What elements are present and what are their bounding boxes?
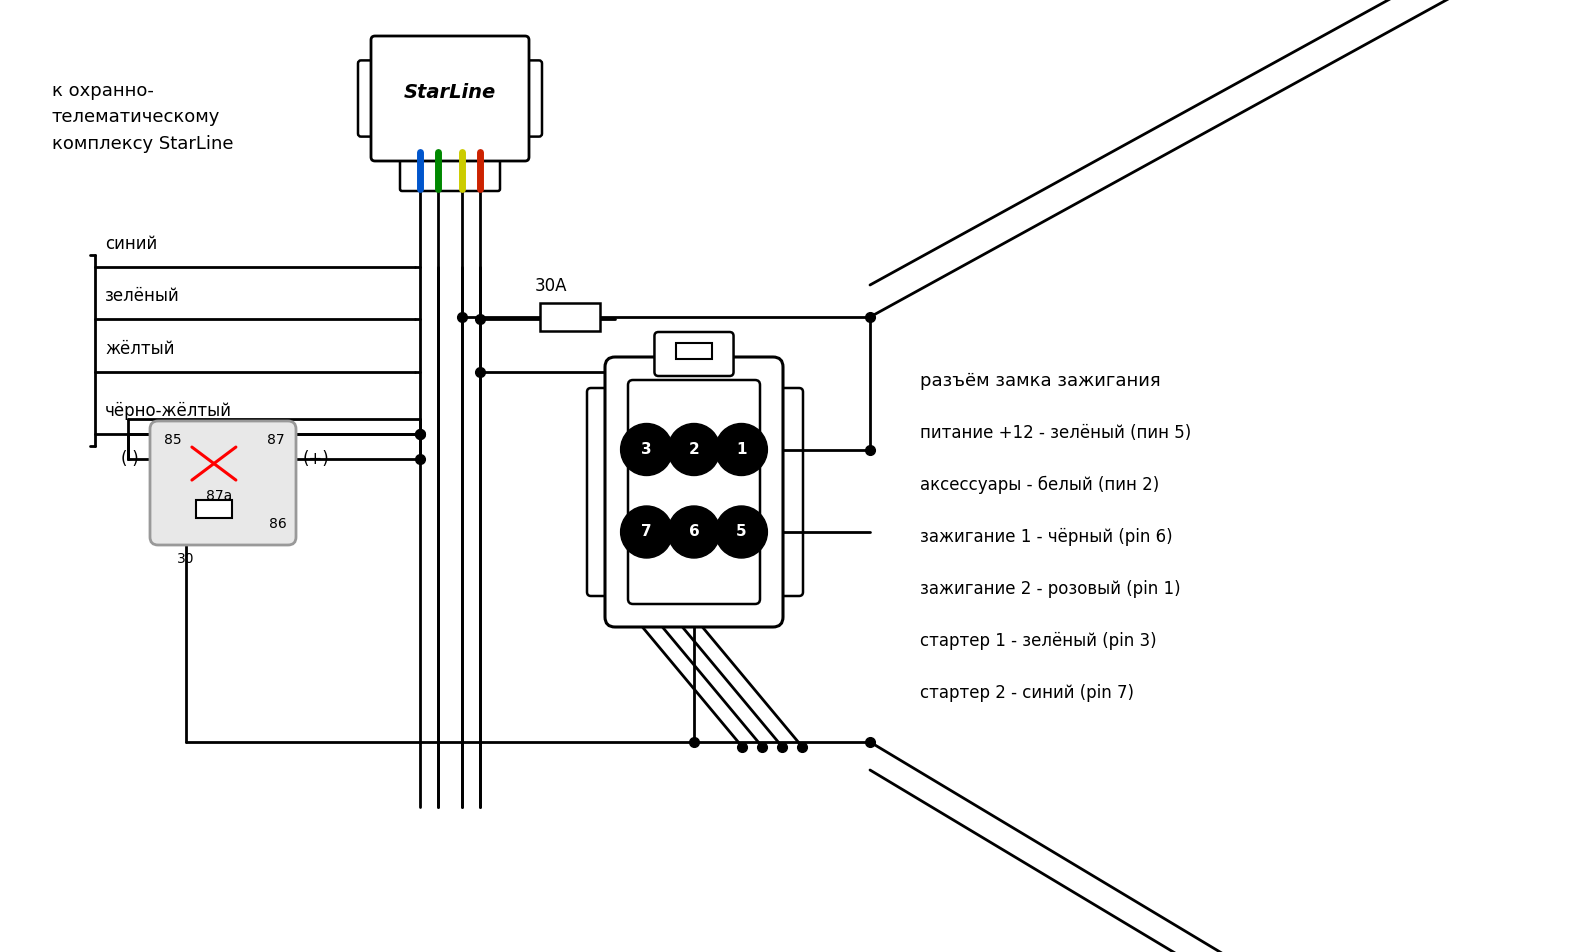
Text: 5: 5 xyxy=(736,525,747,540)
Text: 30A: 30A xyxy=(534,277,567,295)
Circle shape xyxy=(668,424,720,475)
Text: (+): (+) xyxy=(303,450,329,468)
Text: разъём замка зажигания: разъём замка зажигания xyxy=(920,372,1160,390)
Circle shape xyxy=(621,424,673,475)
FancyBboxPatch shape xyxy=(520,60,542,136)
FancyBboxPatch shape xyxy=(358,60,380,136)
FancyBboxPatch shape xyxy=(150,421,296,545)
Text: 3: 3 xyxy=(641,442,652,457)
Text: к охранно-
телематическому
комплексу StarLine: к охранно- телематическому комплексу Sta… xyxy=(52,82,233,153)
Text: зажигание 2 - розовый (pin 1): зажигание 2 - розовый (pin 1) xyxy=(920,580,1180,598)
Circle shape xyxy=(668,506,720,558)
Text: StarLine: StarLine xyxy=(403,83,496,102)
FancyBboxPatch shape xyxy=(586,388,619,596)
Text: 85: 85 xyxy=(164,433,181,447)
Text: стартер 2 - синий (pin 7): стартер 2 - синий (pin 7) xyxy=(920,684,1135,702)
Text: 7: 7 xyxy=(641,525,652,540)
Text: чёрно-жёлтый: чёрно-жёлтый xyxy=(106,402,232,420)
Text: 30: 30 xyxy=(177,552,195,566)
Circle shape xyxy=(621,506,673,558)
Text: аксессуары - белый (пин 2): аксессуары - белый (пин 2) xyxy=(920,476,1160,494)
Text: зелёный: зелёный xyxy=(106,287,180,305)
Text: 86: 86 xyxy=(269,517,287,531)
FancyBboxPatch shape xyxy=(654,332,733,376)
Text: питание +12 - зелёный (пин 5): питание +12 - зелёный (пин 5) xyxy=(920,424,1191,442)
Text: 2: 2 xyxy=(689,442,700,457)
Text: зажигание 1 - чёрный (pin 6): зажигание 1 - чёрный (pin 6) xyxy=(920,528,1173,546)
Text: 87: 87 xyxy=(268,433,285,447)
Text: синий: синий xyxy=(106,235,158,253)
FancyBboxPatch shape xyxy=(627,380,760,604)
Text: 87a: 87a xyxy=(206,489,232,503)
FancyBboxPatch shape xyxy=(400,153,500,191)
Circle shape xyxy=(716,424,768,475)
FancyBboxPatch shape xyxy=(605,357,783,627)
Circle shape xyxy=(716,506,768,558)
Text: жёлтый: жёлтый xyxy=(106,340,175,358)
FancyBboxPatch shape xyxy=(370,36,530,161)
Text: (-): (-) xyxy=(121,450,139,468)
Text: 6: 6 xyxy=(689,525,700,540)
FancyBboxPatch shape xyxy=(771,388,804,596)
Bar xyxy=(541,303,600,331)
Bar xyxy=(676,343,712,359)
Bar xyxy=(195,500,232,518)
Text: стартер 1 - зелёный (pin 3): стартер 1 - зелёный (pin 3) xyxy=(920,632,1157,650)
Text: 1: 1 xyxy=(736,442,747,457)
